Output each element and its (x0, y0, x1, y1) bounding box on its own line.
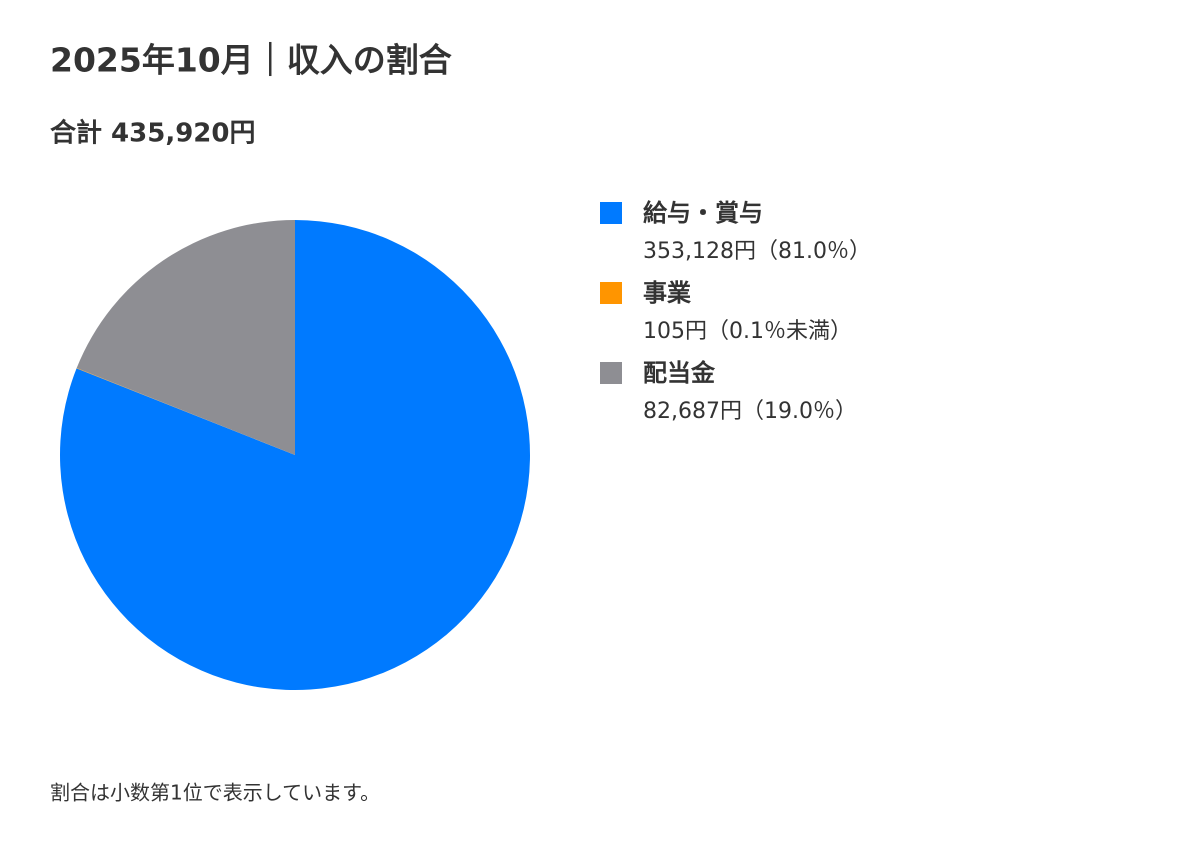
chart-subtitle: 合計 435,920円 (50, 118, 255, 149)
legend-swatch (600, 282, 622, 304)
legend-label: 給与・賞与 (643, 199, 763, 227)
value-label: 353,128円（81.0％） (643, 239, 871, 264)
value-label: 105円（0.1％未満） (643, 319, 852, 344)
legend-label: 事業 (643, 279, 691, 307)
footnote: 割合は小数第1位で表示しています。 (50, 781, 380, 805)
pie-slice (76, 368, 295, 455)
value-label: 82,687円（19.0％） (643, 399, 857, 424)
legend-label: 配当金 (643, 359, 716, 387)
pie-slice (76, 219, 296, 455)
chart-title: 2025年10月｜収入の割合 (50, 41, 452, 80)
legend-swatch (600, 362, 622, 384)
legend-swatch (600, 202, 622, 224)
